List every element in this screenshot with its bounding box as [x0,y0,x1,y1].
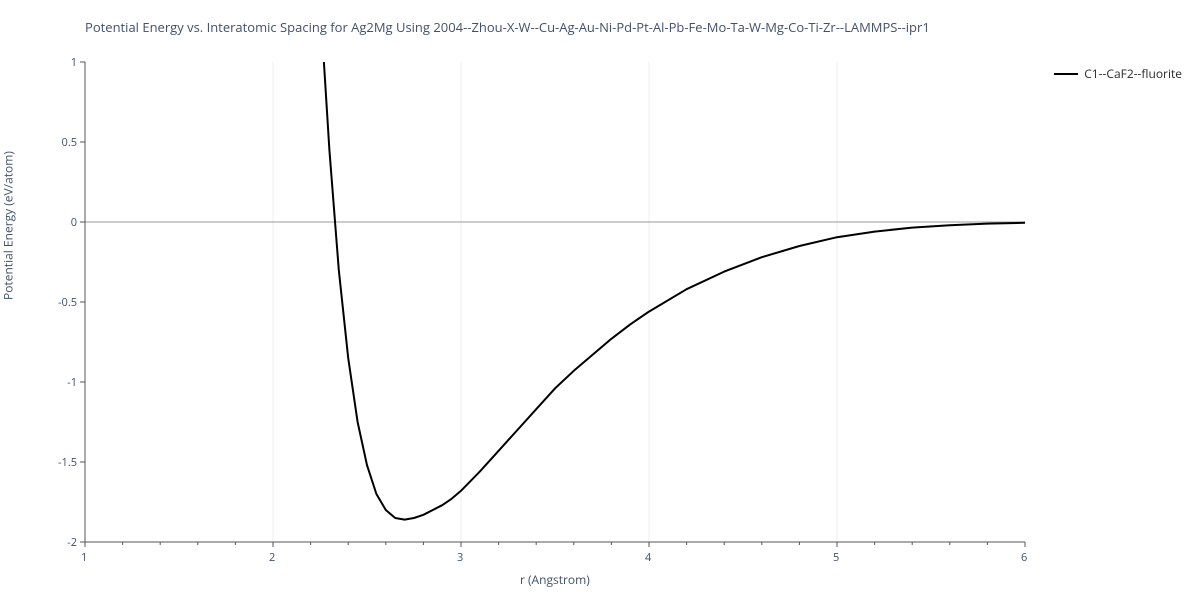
x-tick-label: 4 [645,550,651,565]
x-tick-label: 1 [81,550,87,565]
y-tick-label: -0.5 [58,295,77,310]
legend-label: C1--CaF2--fluorite [1084,65,1182,82]
x-axis-label: r (Angstrom) [520,571,590,588]
x-tick-label: 2 [269,550,275,565]
y-tick-label: 0 [71,215,77,230]
chart-container: Potential Energy vs. Interatomic Spacing… [0,0,1200,600]
plot-svg [0,0,1200,600]
y-tick-label: -2 [67,535,77,550]
x-tick-label: 5 [833,550,839,565]
y-tick-label: -1 [67,375,77,390]
y-tick-label: 1 [71,55,77,70]
x-tick-label: 3 [457,550,463,565]
legend-swatch [1054,73,1078,75]
y-tick-label: 0.5 [62,135,77,150]
y-tick-label: -1.5 [58,455,77,470]
x-tick-label: 6 [1021,550,1027,565]
legend[interactable]: C1--CaF2--fluorite [1054,65,1182,82]
